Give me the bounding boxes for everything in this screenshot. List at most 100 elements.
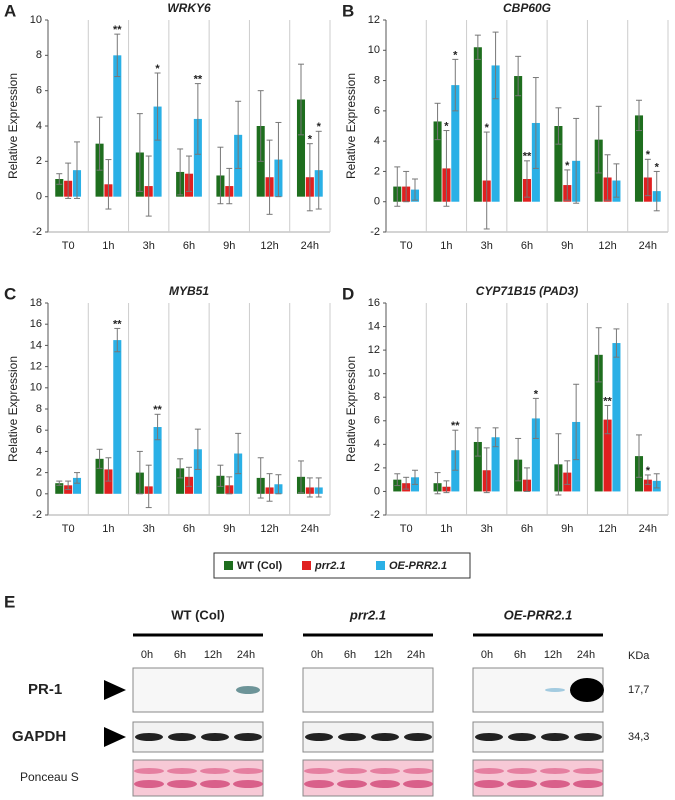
unit-label: KDa	[628, 650, 650, 662]
x-tick-label: 6h	[183, 523, 195, 535]
error-bar	[105, 159, 112, 210]
timepoint-label: 6h	[344, 649, 356, 661]
error-bar	[136, 450, 143, 495]
y-tick-label: 6	[36, 85, 42, 97]
error-bar	[194, 83, 201, 155]
y-tick-label: -2	[370, 226, 380, 238]
error-bar	[226, 476, 233, 495]
error-bar	[65, 162, 72, 199]
bar	[514, 76, 523, 202]
bar	[491, 437, 500, 492]
timepoint-label: 6h	[174, 649, 186, 661]
chart: C MYB51 Relative Expression -2 0 2 4 6 8 10 12 14 16…	[4, 284, 331, 535]
legend-swatch	[224, 561, 233, 570]
x-tick-label: 1h	[440, 240, 452, 252]
error-bar	[154, 413, 161, 441]
timepoint-label: 12h	[374, 649, 392, 661]
error-bar	[573, 117, 580, 204]
error-bar	[226, 167, 233, 205]
group-label: OE-PRR2.1	[504, 607, 573, 622]
pr1-band	[570, 678, 604, 702]
bar	[554, 126, 563, 202]
y-tick-label: -2	[370, 509, 380, 521]
error-bar	[154, 72, 161, 141]
bar	[433, 121, 442, 202]
bar	[95, 458, 104, 494]
ponceau-band	[134, 780, 164, 788]
significance-label: *	[444, 120, 449, 132]
error-bar	[635, 434, 642, 478]
bar	[612, 343, 621, 492]
x-tick-label: 6h	[521, 240, 533, 252]
x-tick-label: T0	[400, 240, 413, 252]
error-bar	[595, 105, 602, 174]
error-bar	[644, 158, 651, 197]
bar	[491, 65, 500, 202]
significance-label: **	[113, 318, 122, 330]
error-bar	[483, 447, 490, 494]
y-tick-label: 2	[36, 155, 42, 167]
y-tick-label: 0	[36, 191, 42, 203]
ponceau-band	[370, 780, 400, 788]
error-bar	[194, 428, 201, 470]
gapdh-band	[168, 733, 196, 741]
error-bar	[492, 31, 499, 100]
significance-label: *	[453, 49, 458, 61]
y-tick-label: 8	[36, 49, 42, 61]
y-tick-label: -2	[32, 226, 42, 238]
x-tick-label: 12h	[260, 523, 278, 535]
y-tick-label: 4	[36, 120, 42, 132]
bar	[176, 468, 185, 494]
significance-label: *	[308, 134, 313, 146]
error-bar	[452, 58, 459, 112]
error-bar	[297, 460, 304, 494]
gapdh-band	[475, 733, 503, 741]
significance-label: *	[155, 63, 160, 75]
ponceau-band	[167, 768, 197, 774]
bar	[113, 55, 122, 197]
chart-title: WRKY6	[167, 1, 211, 15]
y-tick-label: 12	[30, 361, 42, 373]
y-axis-label: Relative Expression	[344, 73, 358, 179]
blot-ponceau	[472, 759, 604, 797]
gapdh-band	[338, 733, 366, 741]
blot-ponceau	[302, 759, 434, 797]
x-tick-label: 3h	[143, 523, 155, 535]
y-tick-label: 14	[30, 339, 42, 351]
x-tick-label: 3h	[481, 240, 493, 252]
y-tick-label: 8	[374, 74, 380, 86]
legend: WT (Col) prr2.1 OE-PRR2.1	[213, 552, 471, 579]
x-tick-label: 3h	[143, 240, 155, 252]
x-tick-label: 9h	[561, 523, 573, 535]
ponceau-band	[403, 768, 433, 774]
ponceau-band	[573, 768, 603, 774]
significance-label: *	[317, 121, 322, 133]
error-bar	[145, 464, 152, 509]
timepoint-label: 0h	[311, 649, 323, 661]
significance-label: *	[646, 149, 651, 161]
error-bar	[604, 404, 611, 435]
x-tick-label: 1h	[102, 523, 114, 535]
pr1-band	[236, 686, 260, 694]
error-bar	[443, 480, 450, 494]
x-tick-label: 6h	[183, 240, 195, 252]
error-bar	[275, 474, 282, 495]
row-label: PR-1	[28, 681, 62, 698]
chart: A WRKY6 Relative Expression -2 0 2 4 6 8 10 T0 1h 3h…	[4, 1, 331, 252]
error-bar	[474, 34, 481, 60]
y-tick-label: 4	[36, 445, 42, 457]
x-tick-label: 9h	[223, 523, 235, 535]
error-bar	[96, 448, 103, 469]
ponceau-band	[337, 768, 367, 774]
x-tick-label: T0	[400, 523, 413, 535]
panel-letter: A	[4, 1, 16, 20]
legend-label: prr2.1	[314, 560, 346, 572]
chart: D CYP71B15 (PAD3)Relative Expression-2024…	[342, 284, 669, 535]
ponceau-band	[540, 768, 570, 774]
error-bar	[452, 429, 459, 471]
ponceau-band	[337, 780, 367, 788]
bar	[531, 418, 540, 492]
x-tick-label: 12h	[260, 240, 278, 252]
panel-letter: D	[342, 284, 354, 303]
blot-panel: E WT (Col) 0h 6h 12h 24h prr2.1 0h 6h 12h 24h OE-PR…	[4, 592, 650, 797]
